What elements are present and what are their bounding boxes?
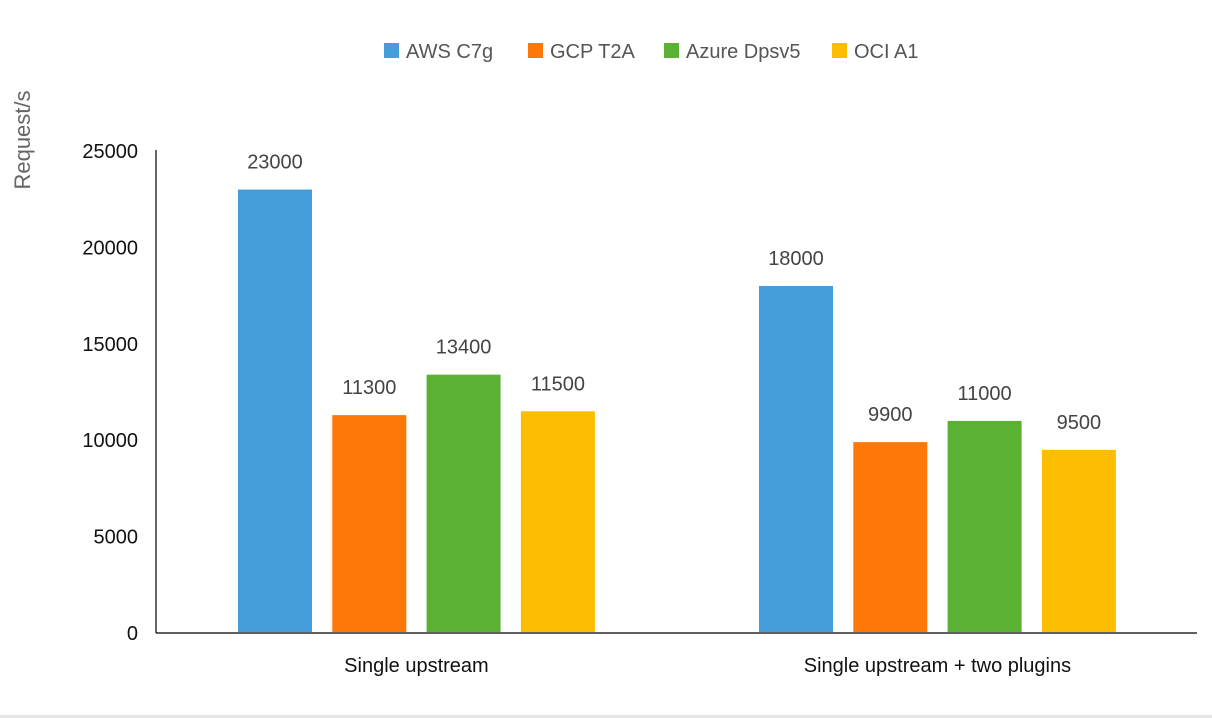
- y-tick-label: 0: [127, 623, 138, 645]
- data-label: 18000: [768, 248, 824, 270]
- bar-oci-a1: [520, 411, 595, 632]
- y-axis-label: Request/s: [10, 90, 35, 189]
- bar-aws-c7g: [759, 285, 833, 632]
- legend-label: OCI A1: [854, 41, 918, 63]
- legend-swatch: [832, 43, 847, 58]
- y-tick-label: 20000: [82, 237, 138, 259]
- x-tick-label: Single upstream: [344, 655, 489, 677]
- data-label: 9500: [1057, 412, 1102, 434]
- data-label: 11500: [531, 373, 585, 395]
- legend-swatch: [664, 43, 679, 58]
- bar-gcp-t2a: [332, 415, 407, 632]
- legend-swatch: [528, 43, 543, 58]
- data-label: 13400: [436, 337, 492, 359]
- bar-aws-c7g: [238, 189, 312, 632]
- bar-azure-dpsv5: [426, 374, 501, 632]
- data-label: 9900: [868, 404, 913, 426]
- data-label: 11300: [342, 377, 396, 399]
- legend-label: AWS C7g: [406, 41, 493, 63]
- y-tick-label: 10000: [82, 430, 138, 452]
- legend-label: GCP T2A: [550, 41, 636, 63]
- y-tick-label: 25000: [82, 141, 138, 163]
- bar-oci-a1: [1041, 449, 1116, 632]
- legend-swatch: [384, 43, 399, 58]
- data-label: 23000: [247, 152, 303, 174]
- y-tick-label: 5000: [94, 527, 139, 549]
- x-tick-label: Single upstream + two plugins: [804, 655, 1071, 677]
- legend-label: Azure Dpsv5: [686, 41, 801, 63]
- y-tick-label: 15000: [82, 334, 138, 356]
- bottom-divider: [0, 715, 1212, 718]
- bar-gcp-t2a: [853, 442, 928, 632]
- bar-azure-dpsv5: [947, 420, 1022, 632]
- data-label: 11000: [958, 383, 1012, 405]
